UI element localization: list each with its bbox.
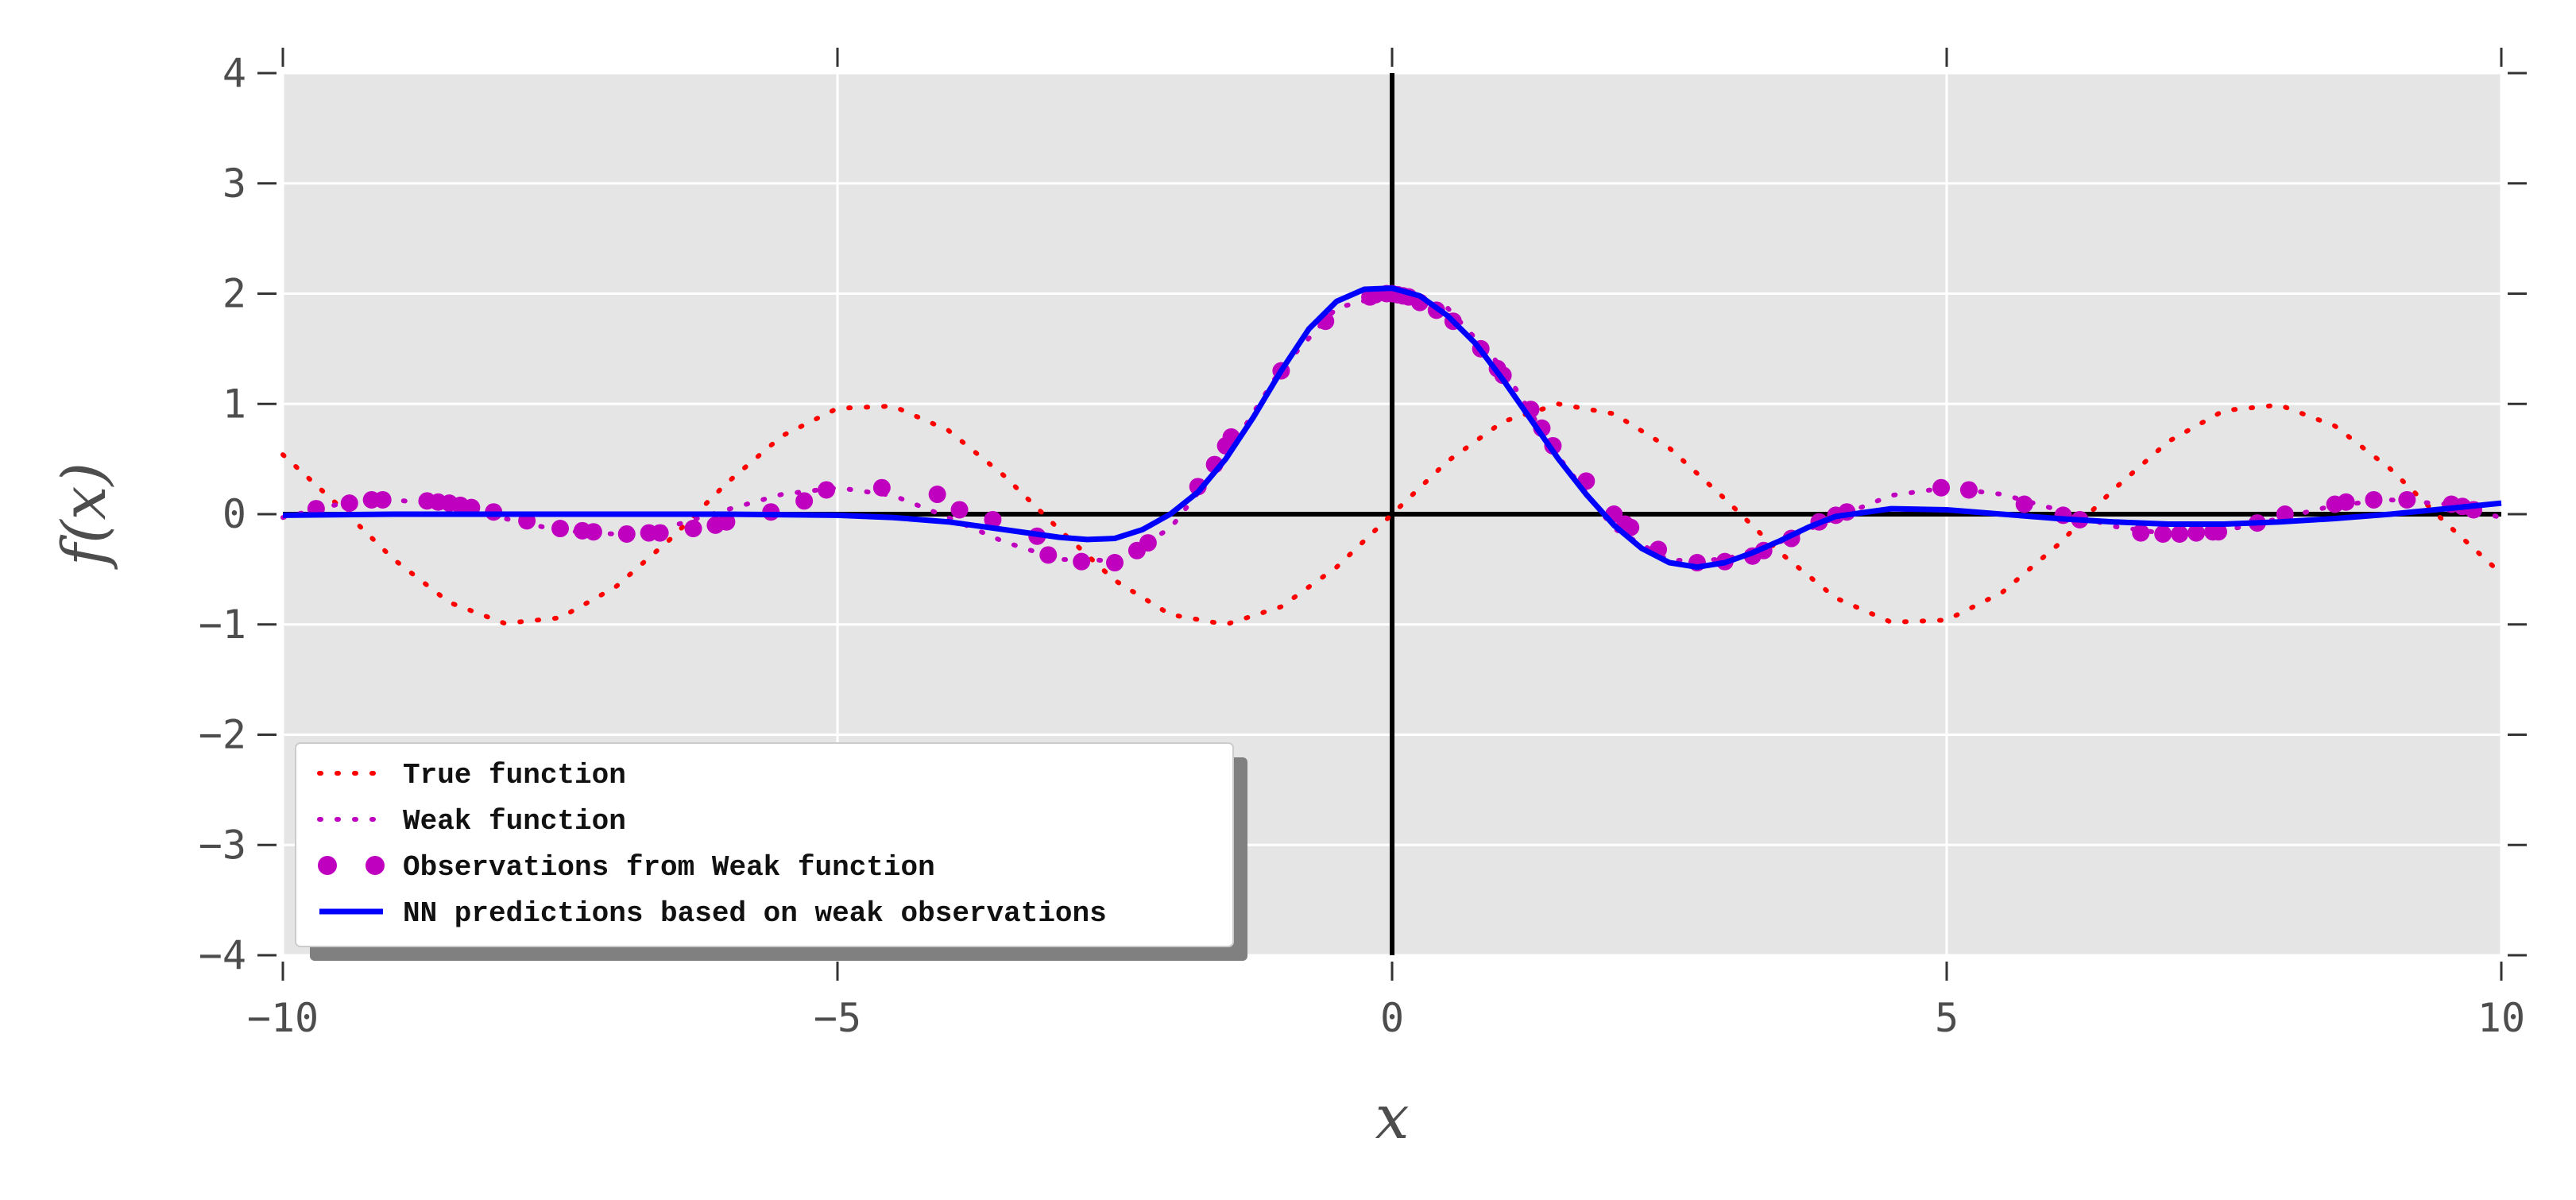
observation-point xyxy=(340,494,358,513)
true-function-line xyxy=(280,401,2504,627)
observation-point xyxy=(795,492,814,510)
y-tick-label: 1 xyxy=(222,381,246,427)
legend: True function Weak function Observations f… xyxy=(295,742,1247,961)
legend-label: Weak function xyxy=(403,805,626,838)
observation-point xyxy=(950,501,969,519)
observation-point xyxy=(551,520,569,538)
legend-label: Observations from Weak function xyxy=(403,851,935,884)
y-tick-label: −3 xyxy=(199,822,246,868)
y-axis-label: f(x) xyxy=(48,463,119,570)
y-tick-label: −2 xyxy=(199,712,246,758)
observation-point xyxy=(1622,518,1640,536)
observation-point xyxy=(2398,490,2416,509)
observation-point xyxy=(2210,523,2228,541)
y-tick-label: 4 xyxy=(222,50,246,96)
legend-box xyxy=(295,742,1234,947)
legend-marker xyxy=(318,856,337,875)
observation-point xyxy=(1106,554,1124,572)
observation-point xyxy=(1932,478,1951,497)
observation-point xyxy=(928,486,946,504)
observation-point xyxy=(2132,524,2150,542)
observation-point xyxy=(1039,546,1058,564)
observation-point xyxy=(2015,495,2033,513)
observation-point xyxy=(584,523,602,541)
observation-point xyxy=(1073,552,1091,571)
observation-point xyxy=(1139,534,1157,552)
legend-label: True function xyxy=(403,759,626,792)
y-tick-label: −4 xyxy=(199,932,246,978)
observation-point xyxy=(684,520,702,538)
observation-point xyxy=(1959,481,1978,499)
observation-point xyxy=(2365,490,2383,509)
x-tick-label: −5 xyxy=(814,995,861,1041)
observation-point xyxy=(818,481,836,499)
y-tick-label: −1 xyxy=(199,602,246,648)
weak-function-line xyxy=(280,291,2504,563)
legend-marker xyxy=(366,856,385,875)
x-tick-label: −10 xyxy=(247,995,319,1041)
observation-point xyxy=(651,524,669,542)
observation-point xyxy=(2337,493,2355,511)
y-tick-label: 2 xyxy=(222,271,246,317)
x-tick-label: 0 xyxy=(1380,995,1404,1041)
nn-predictions-based-on-weak-observations-line xyxy=(282,285,2502,571)
legend-label: NN predictions based on weak observation… xyxy=(403,897,1107,930)
observation-point xyxy=(2154,525,2172,543)
observation-point xyxy=(617,525,636,543)
observation-point xyxy=(2187,524,2206,542)
observation-point xyxy=(373,490,392,509)
observation-point xyxy=(984,510,1002,528)
x-tick-label: 5 xyxy=(1935,995,1959,1041)
y-tick-label: 0 xyxy=(222,491,246,537)
observation-point xyxy=(717,513,736,531)
observation-point xyxy=(2171,525,2189,543)
observation-point xyxy=(872,478,891,497)
y-tick-label: 3 xyxy=(222,161,246,207)
x-axis-label: x xyxy=(1375,1082,1410,1152)
x-tick-label: 10 xyxy=(2477,995,2525,1041)
